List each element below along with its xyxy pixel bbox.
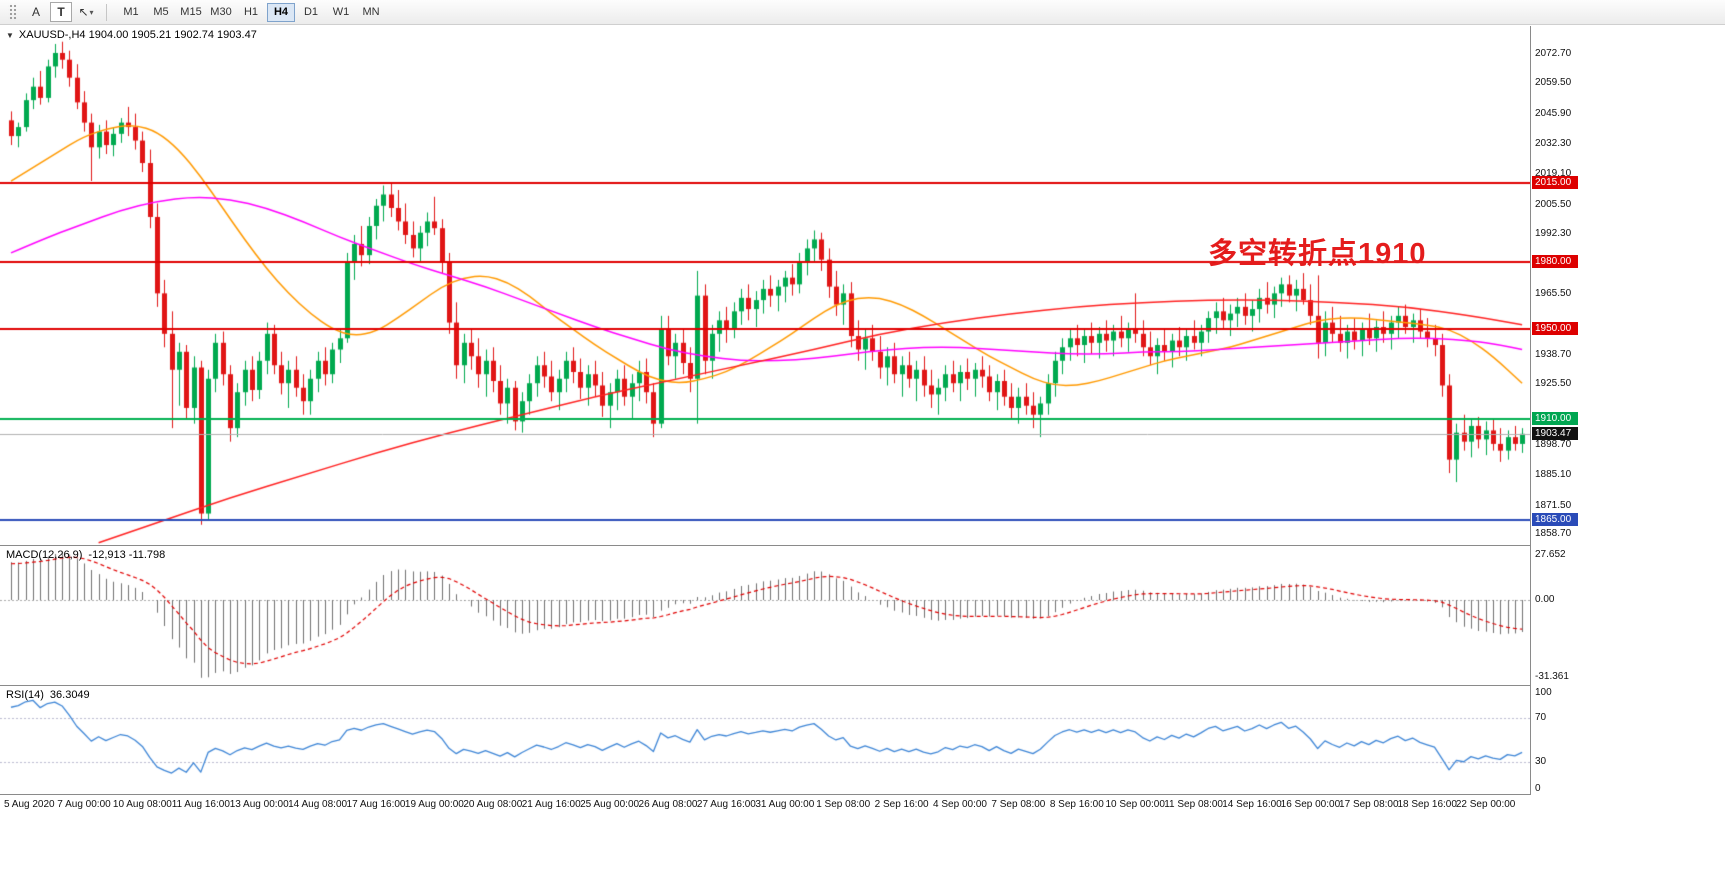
time-label: 10 Aug 08:00 [112,799,172,810]
timeframe-button-d1[interactable]: D1 [297,3,325,22]
time-label: 14 Sep 16:00 [1222,799,1282,810]
time-label: 4 Sep 00:00 [933,799,987,810]
time-label: 19 Aug 00:00 [404,799,464,810]
main-chart-panel: ▼ XAUUSD-,H4 1904.00 1905.21 1902.74 190… [0,26,1531,546]
text-tool-button[interactable]: T [50,2,72,22]
chart-window: ▼ XAUUSD-,H4 1904.00 1905.21 1902.74 190… [0,26,1580,814]
time-label: 31 Aug 00:00 [755,799,815,810]
time-label: 1 Sep 08:00 [816,799,871,810]
price-scale[interactable]: 2072.70 2059.50 2045.90 2032.30 2019.10 2005.… [1532,26,1579,814]
time-label: 20 Aug 08:00 [463,799,523,810]
cursor-icon: ↖ [78,5,89,19]
rsi-panel: RSI(14) 36.3049 [0,686,1531,795]
time-label: 11 Aug 16:00 [171,799,230,810]
time-label: 13 Aug 00:00 [229,799,289,810]
rsi-value: 36.3049 [49,689,90,701]
rsi-level-30: 30 [1535,755,1547,767]
time-label: 17 Aug 16:00 [346,799,406,810]
macd-panel: MACD(12,26,9) -12,913 -11.798 [0,546,1531,686]
time-label: 27 Aug 16:00 [696,799,756,810]
symbol-ohlc-text: XAUUSD-,H4 1904.00 1905.21 1902.74 1903.… [18,29,257,41]
macd-scale-zero: 0.00 [1535,594,1555,605]
price-badge-1980.00[interactable]: 1980.00 [1532,254,1578,268]
price-badge-1950.00[interactable]: 1950.00 [1532,322,1578,336]
rsi-level-0: 0 [1535,783,1541,794]
price-tick: 1885.10 [1535,469,1572,481]
price-tick: 1871.50 [1535,499,1572,511]
time-label: 26 Aug 08:00 [638,799,698,810]
price-badge-1903.47[interactable]: 1903.47 [1532,426,1578,440]
timeframe-button-m30[interactable]: M30 [207,3,235,22]
price-tick: 1858.70 [1535,528,1572,540]
price-tick: 2045.90 [1535,107,1572,119]
timeframe-button-h4[interactable]: H4 [267,2,295,22]
timeframe-button-h1[interactable]: H1 [237,3,265,22]
rsi-level-100: 100 [1535,687,1552,698]
time-label: 18 Sep 16:00 [1397,799,1457,810]
macd-scale-max: 27.652 [1535,549,1566,560]
time-label: 22 Sep 00:00 [1455,799,1516,810]
macd-label: MACD(12,26,9) -12,913 -11.798 [6,549,165,561]
price-tick: 1898.70 [1535,438,1572,450]
macd-name: MACD(12,26,9) [6,549,83,561]
window-icon: ▼ [6,30,14,40]
time-label: 25 Aug 00:00 [580,799,640,810]
candlestick-canvas[interactable] [0,26,1530,545]
timeframe-button-m5[interactable]: M5 [147,3,175,22]
chevron-down-icon: ▾ [89,7,94,17]
time-label: 7 Aug 00:00 [57,799,111,810]
price-tick: 2072.70 [1535,47,1572,59]
time-label: 16 Sep 00:00 [1280,799,1341,810]
annotation-text[interactable]: 多空转折点1910 [1208,238,1427,270]
toolbar-separator [106,3,107,21]
rsi-canvas[interactable] [0,686,1530,794]
rsi-name: RSI(14) [6,689,44,701]
price-badge-2015.00[interactable]: 2015.00 [1532,176,1578,190]
price-tick: 2005.50 [1535,198,1572,210]
price-tick: 2032.30 [1535,138,1572,150]
arrow-tool-button[interactable]: A [25,2,47,22]
symbol-info: ▼ XAUUSD-,H4 1904.00 1905.21 1902.74 190… [6,29,257,41]
cursor-tool-button[interactable]: ↖ ▾ [75,2,97,22]
time-label: 7 Sep 08:00 [991,799,1046,810]
time-label: 21 Aug 16:00 [521,799,581,810]
price-badge-1910.00[interactable]: 1910.00 [1532,412,1578,426]
rsi-label: RSI(14) 36.3049 [6,689,90,701]
timeframe-button-m1[interactable]: M1 [117,3,145,22]
timeframe-group: M1 M5 M15 M30 H1 H4 D1 W1 MN [116,2,386,22]
timeframe-button-m15[interactable]: M15 [177,3,205,22]
time-label: 10 Sep 00:00 [1105,799,1165,810]
time-label: 8 Sep 16:00 [1049,799,1104,810]
time-axis[interactable]: 5 Aug 2020 7 Aug 00:00 10 Aug 08:00 11 Aug … [0,795,1531,814]
price-tick: 1925.50 [1535,378,1572,390]
time-label: 11 Sep 08:00 [1164,799,1223,810]
price-tick: 2019.10 [1535,168,1572,180]
time-label: 2 Sep 16:00 [874,799,929,810]
timeframe-button-mn[interactable]: MN [357,3,385,22]
price-badge-1865.00[interactable]: 1865.00 [1532,513,1578,527]
price-tick: 1938.70 [1535,348,1572,360]
price-tick: 2059.50 [1535,77,1572,89]
time-label: 17 Sep 08:00 [1339,799,1399,810]
toolbar: A T ↖ ▾ M1 M5 M15 M30 H1 H4 D1 W1 MN [0,0,1725,25]
toolbar-drag-handle[interactable] [8,3,17,21]
time-label: 5 Aug 2020 [4,799,55,810]
macd-canvas[interactable] [0,546,1530,685]
rsi-level-70: 70 [1535,712,1547,724]
macd-values: -12,913 -11.798 [88,549,166,561]
timeframe-button-w1[interactable]: W1 [327,3,355,22]
price-tick: 1992.30 [1535,228,1572,240]
price-tick: 1965.50 [1535,288,1572,300]
time-label: 14 Aug 08:00 [288,799,348,810]
macd-scale-min: -31.361 [1535,671,1569,682]
